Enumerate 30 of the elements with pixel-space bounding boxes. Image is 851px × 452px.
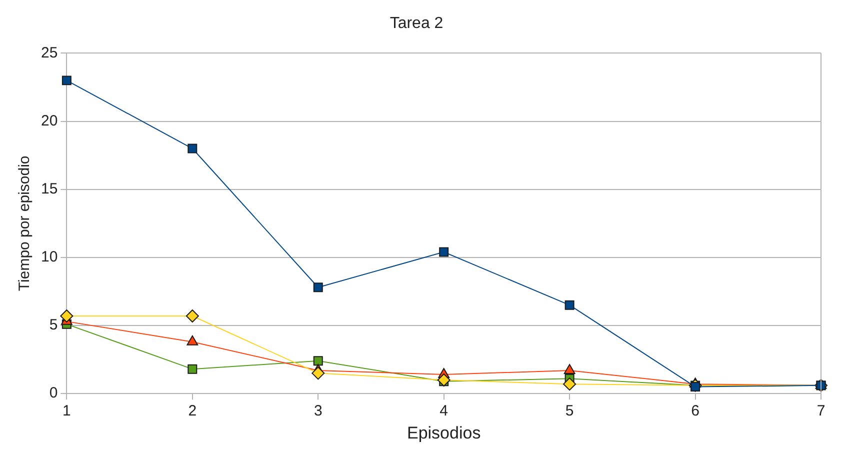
point	[188, 144, 198, 154]
x-tick-label: 7	[816, 402, 826, 420]
y-tick-label: 10	[40, 248, 58, 266]
y-tick-label: 25	[40, 44, 58, 62]
y-tick-label: 5	[49, 316, 58, 334]
point	[62, 76, 72, 86]
x-tick-label: 1	[62, 402, 71, 420]
y-tick-label: 20	[40, 112, 58, 130]
x-tick-label: 5	[565, 402, 574, 420]
point	[564, 300, 574, 310]
y-axis-title: Tiempo por episodio	[16, 156, 34, 292]
point	[437, 373, 450, 386]
x-tick-label: 4	[440, 402, 448, 420]
x-axis-title: Episodios	[406, 423, 481, 442]
x-tick-label: 6	[691, 402, 700, 420]
x-tick-label: 2	[188, 402, 197, 420]
point	[186, 309, 199, 322]
point	[188, 364, 198, 374]
y-tick-label: 15	[40, 180, 58, 198]
point	[313, 282, 323, 292]
point	[186, 335, 198, 346]
y-tick-label: 0	[49, 384, 58, 402]
chart-title: Tarea 2	[390, 15, 444, 32]
point	[564, 364, 576, 374]
point	[60, 309, 74, 322]
point	[313, 356, 323, 366]
point	[312, 366, 325, 380]
point	[439, 247, 449, 257]
x-tick-label: 3	[314, 402, 322, 420]
point	[563, 378, 576, 391]
